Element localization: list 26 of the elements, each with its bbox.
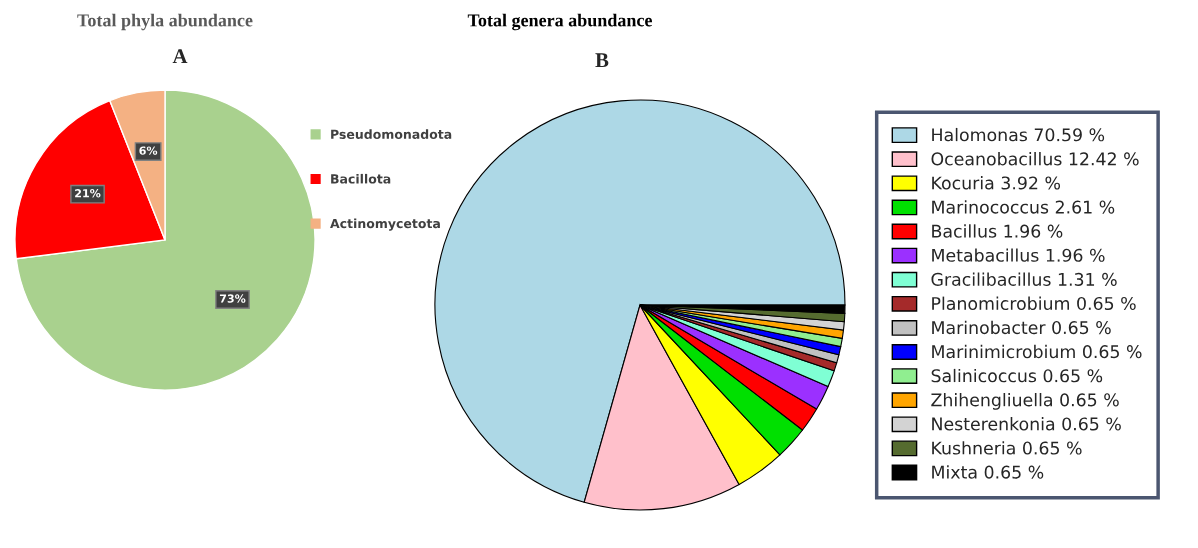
pie-slice <box>15 89 316 391</box>
chart-title: Total genera abundance <box>467 13 652 31</box>
legend-label: Bacillus 1.96 % <box>932 224 1063 238</box>
legend-label: Gracilibacillus 1.31 % <box>931 272 1117 286</box>
legend-label: Actinomycetota <box>330 218 440 231</box>
legend-label: Pseudomonadota <box>331 129 452 139</box>
data-label: 21% <box>75 189 101 198</box>
legend-label: Planomicrobium 0.65 % <box>932 296 1136 311</box>
legend-label: Kushneria 0.65 % <box>932 441 1082 455</box>
legend-label: Marinimicrobium 0.65 % <box>932 344 1142 359</box>
legend-label: Kocuria 3.92 % <box>932 176 1061 190</box>
legend-label: Marinococcus 2.61 % <box>932 200 1115 214</box>
legend-label: Halomonas 70.59 % <box>932 127 1105 142</box>
legend-label: Salinicoccus 0.65 % <box>931 368 1103 383</box>
data-label: 6% <box>139 146 158 155</box>
chart-subtitle: A <box>172 49 188 64</box>
legend-label: Oceanobacillus 12.42 % <box>931 152 1139 166</box>
legend-label: Zhihengliuella 0.65 % <box>931 392 1119 410</box>
legend-label: Mixta 0.65 % <box>932 465 1044 479</box>
chart-title: Total phyla abundance <box>77 13 253 31</box>
legend-label: Bacillota <box>331 173 391 184</box>
legend-label: Metabacillus 1.96 % <box>932 248 1105 262</box>
chart-subtitle: B <box>595 53 609 68</box>
legend-label: Marinobacter 0.65 % <box>932 320 1111 335</box>
legend-label: Nesterenkonia 0.65 % <box>932 417 1121 431</box>
data-label: 73% <box>219 294 246 303</box>
